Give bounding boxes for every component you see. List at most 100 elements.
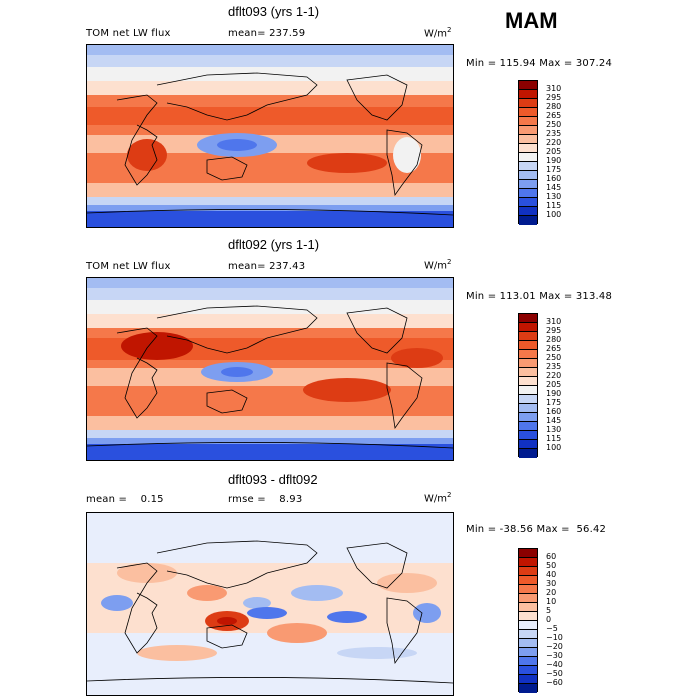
- colorbar-segment: [519, 666, 537, 675]
- colorbar-tick-label: 295: [546, 326, 562, 335]
- colorbar-tick-label: 280: [546, 102, 562, 111]
- colorbar-tick-label: −20: [546, 642, 563, 651]
- panel2-variable: TOM net LW flux: [86, 261, 171, 272]
- colorbar-tick-label: 145: [546, 416, 562, 425]
- colorbar-segment: [519, 207, 537, 216]
- colorbar-tick-label: 190: [546, 156, 562, 165]
- colorbar-tick-label: −5: [546, 624, 558, 633]
- panel3-minmax: Min = -38.56 Max = 56.42: [466, 524, 607, 535]
- colorbar-segment: [519, 359, 537, 368]
- colorbar-tick-label: 175: [546, 165, 562, 174]
- colorbar-segment: [519, 81, 537, 90]
- colorbar-tick-label: 205: [546, 147, 562, 156]
- colorbar-tick-label: 220: [546, 371, 562, 380]
- colorbar-tick-label: 10: [546, 597, 557, 606]
- colorbar-segment: [519, 549, 537, 558]
- colorbar-segment: [519, 350, 537, 359]
- colorbar-segment: [519, 90, 537, 99]
- colorbar-segment: [519, 135, 537, 144]
- colorbar-segment: [519, 431, 537, 440]
- colorbar-segment: [519, 126, 537, 135]
- colorbar-segment: [519, 108, 537, 117]
- colorbar-segment: [519, 323, 537, 332]
- colorbar-segment: [519, 675, 537, 684]
- panel1-title: dflt093 (yrs 1-1): [228, 4, 320, 19]
- colorbar-tick-label: 130: [546, 192, 562, 201]
- colorbar-tick-label: 205: [546, 380, 562, 389]
- colorbar-tick-label: 310: [546, 317, 562, 326]
- panel1-units: W/m2: [424, 26, 452, 40]
- colorbar-segment: [519, 180, 537, 189]
- colorbar-segment: [519, 341, 537, 350]
- colorbar-tick-label: 265: [546, 344, 562, 353]
- panel3-colorbar: [518, 548, 538, 693]
- panel2-minmax: Min = 113.01 Max = 313.48: [466, 291, 613, 302]
- colorbar-tick-label: 115: [546, 201, 562, 210]
- colorbar-segment: [519, 567, 537, 576]
- colorbar-segment: [519, 657, 537, 666]
- colorbar-segment: [519, 594, 537, 603]
- season-label: MAM: [505, 8, 558, 33]
- panel1-colorbar: [518, 80, 538, 225]
- colorbar-tick-label: 20: [546, 588, 557, 597]
- colorbar-tick-label: 235: [546, 362, 562, 371]
- colorbar-segment: [519, 162, 537, 171]
- colorbar-segment: [519, 630, 537, 639]
- colorbar-segment: [519, 585, 537, 594]
- colorbar-tick-label: 175: [546, 398, 562, 407]
- panel1-variable: TOM net LW flux: [86, 28, 171, 39]
- colorbar-segment: [519, 576, 537, 585]
- colorbar-tick-label: 5: [546, 606, 552, 615]
- panel2-mean: mean= 237.43: [228, 261, 306, 272]
- panel1-minmax: Min = 115.94 Max = 307.24: [466, 58, 613, 69]
- panel3-map: [86, 512, 454, 696]
- panel1-mean: mean= 237.59: [228, 28, 306, 39]
- colorbar-segment: [519, 386, 537, 395]
- colorbar-tick-label: −10: [546, 633, 563, 642]
- panel2-map: [86, 277, 454, 461]
- colorbar-segment: [519, 422, 537, 431]
- colorbar-tick-label: 250: [546, 353, 562, 362]
- colorbar-tick-label: 160: [546, 174, 562, 183]
- colorbar-tick-label: 265: [546, 111, 562, 120]
- colorbar-segment: [519, 558, 537, 567]
- colorbar-segment: [519, 99, 537, 108]
- panel2-colorbar: [518, 313, 538, 458]
- colorbar-segment: [519, 144, 537, 153]
- colorbar-segment: [519, 377, 537, 386]
- panel2-title: dflt092 (yrs 1-1): [228, 237, 320, 252]
- colorbar-segment: [519, 648, 537, 657]
- colorbar-segment: [519, 153, 537, 162]
- colorbar-segment: [519, 404, 537, 413]
- colorbar-segment: [519, 171, 537, 180]
- colorbar-tick-label: 190: [546, 389, 562, 398]
- panel2-units: W/m2: [424, 258, 452, 272]
- panel1-map: [86, 44, 454, 228]
- colorbar-tick-label: 130: [546, 425, 562, 434]
- panel3-mean: mean = 0.15: [86, 494, 164, 505]
- colorbar-tick-label: 295: [546, 93, 562, 102]
- colorbar-tick-label: −30: [546, 651, 563, 660]
- colorbar-tick-label: 60: [546, 552, 557, 561]
- colorbar-segment: [519, 117, 537, 126]
- colorbar-segment: [519, 395, 537, 404]
- colorbar-segment: [519, 368, 537, 377]
- colorbar-segment: [519, 603, 537, 612]
- colorbar-tick-label: −60: [546, 678, 563, 687]
- colorbar-segment: [519, 684, 537, 693]
- panel3-title: dflt093 - dflt092: [228, 472, 318, 487]
- colorbar-segment: [519, 639, 537, 648]
- colorbar-segment: [519, 413, 537, 422]
- colorbar-segment: [519, 449, 537, 458]
- colorbar-tick-label: 250: [546, 120, 562, 129]
- colorbar-segment: [519, 198, 537, 207]
- colorbar-tick-label: 40: [546, 570, 557, 579]
- colorbar-tick-label: 100: [546, 210, 562, 219]
- colorbar-tick-label: 160: [546, 407, 562, 416]
- colorbar-tick-label: 0: [546, 615, 552, 624]
- colorbar-segment: [519, 189, 537, 198]
- colorbar-tick-label: 100: [546, 443, 562, 452]
- colorbar-tick-label: 30: [546, 579, 557, 588]
- panel3-rmse: rmse = 8.93: [228, 494, 303, 505]
- colorbar-segment: [519, 216, 537, 225]
